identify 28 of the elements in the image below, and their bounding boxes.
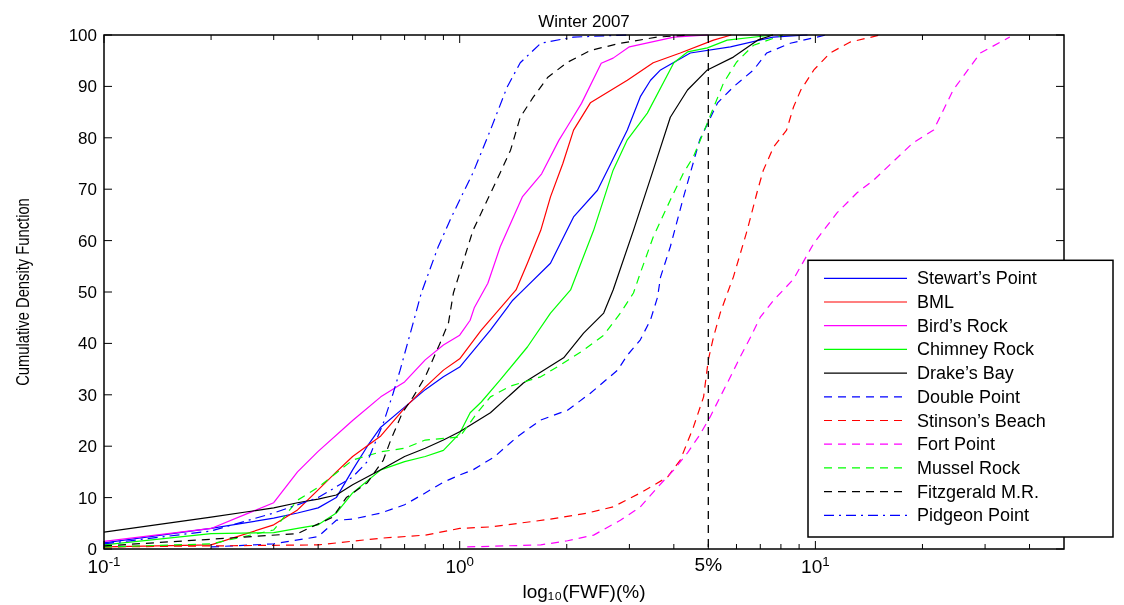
- x-axis-title: log₁₀(FWF)(%): [522, 581, 646, 602]
- legend-label: Fort Point: [917, 434, 996, 455]
- y-tick-label: 10: [78, 488, 97, 508]
- y-tick-label: 40: [78, 334, 97, 354]
- legend-label: Fitzgerald M.R.: [917, 481, 1040, 502]
- y-tick-label: 50: [78, 283, 97, 302]
- legend-label: BML: [917, 292, 955, 312]
- y-tick-label: 0: [87, 540, 97, 559]
- legend-label: Pidgeon Point: [917, 505, 1030, 526]
- x-tick-label: 10$^{0}$: [445, 553, 474, 577]
- y-tick-label: 20: [78, 437, 97, 457]
- y-tick-label: 60: [78, 231, 97, 251]
- y-tick-label: 100: [68, 26, 97, 45]
- y-tick-label: 70: [78, 180, 97, 200]
- y-tick-label: 90: [78, 77, 97, 97]
- legend-label: Chimney Rock: [917, 339, 1036, 360]
- y-tick-label: 80: [78, 128, 97, 148]
- y-axis-title: Cumulative Density Function: [12, 198, 33, 386]
- legend-label: Mussel Rock: [917, 457, 1022, 478]
- legend-label: Stinson’s Beach: [917, 410, 1046, 431]
- legend-label: Drake’s Bay: [917, 363, 1014, 384]
- y-tick-label: 30: [78, 385, 97, 405]
- legend-label: Bird’s Rock: [917, 315, 1009, 336]
- legend-label: Double Point: [917, 386, 1021, 407]
- ref-line-label: 5%: [694, 554, 723, 575]
- chart-title: Winter 2007: [538, 12, 630, 31]
- legend-label: Stewart’s Point: [917, 268, 1037, 289]
- x-tick-label: 10$^{1}$: [801, 553, 830, 577]
